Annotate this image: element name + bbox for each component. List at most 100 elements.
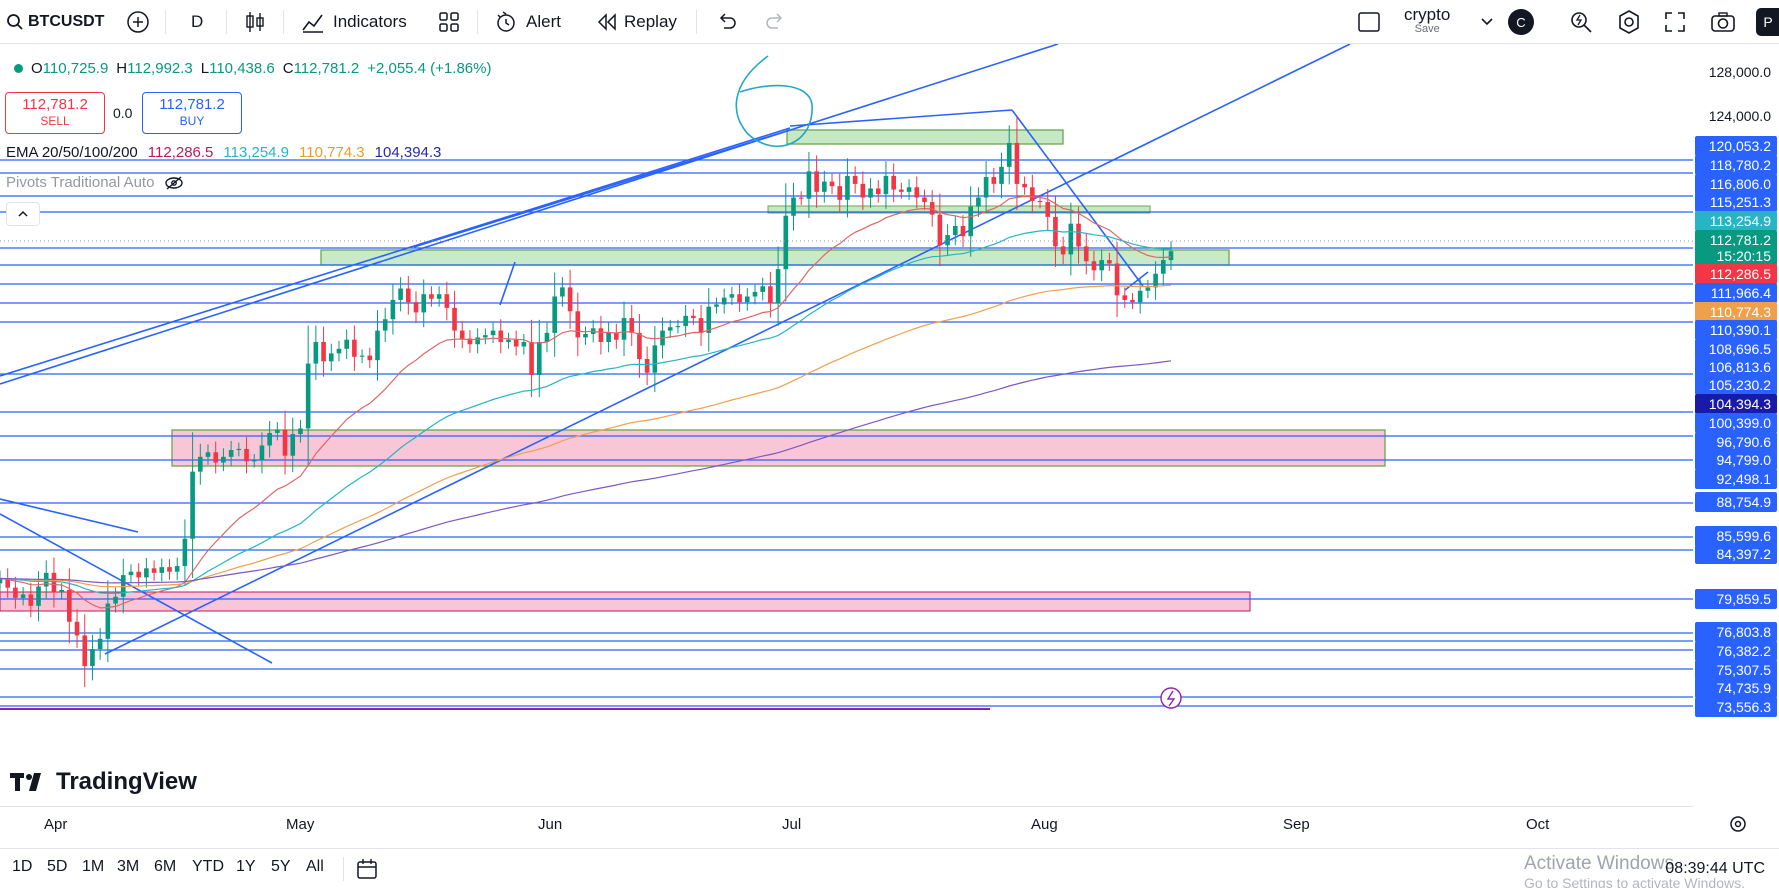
time-label-apr: Apr <box>44 816 68 833</box>
top-toolbar: BTCUSDT D Indicators Alert Replay crypto… <box>0 0 1779 44</box>
candle <box>506 332 511 349</box>
snapshot-button[interactable] <box>1710 6 1736 38</box>
low-value: 110,438.6 <box>209 60 275 77</box>
candle-body <box>282 429 288 456</box>
candle-body <box>598 328 604 342</box>
candle <box>536 319 542 398</box>
time-label-aug: Aug <box>1031 816 1058 833</box>
symbol-search-button[interactable]: BTCUSDT <box>6 6 104 38</box>
candle <box>1107 252 1112 271</box>
ema-legend[interactable]: EMA 20/50/100/200 112,286.5 113,254.9 11… <box>6 144 441 161</box>
candle-body <box>737 294 742 303</box>
candle-body <box>352 339 357 357</box>
undo-button[interactable] <box>716 6 738 38</box>
candle-body <box>151 568 157 573</box>
layout-menu-button[interactable] <box>1480 6 1494 38</box>
candle <box>945 224 950 257</box>
price-level-label: 118,780.2 <box>1695 155 1777 175</box>
time-axis[interactable]: Apr May Jun Jul Aug Sep Oct <box>0 806 1746 836</box>
candle-body <box>275 429 280 433</box>
pivots-legend[interactable]: Pivots Traditional Auto <box>6 174 184 191</box>
range-1d-button[interactable]: 1D <box>12 858 33 875</box>
price-chart[interactable] <box>0 44 1693 806</box>
chart-type-button[interactable] <box>244 6 266 38</box>
candle-body <box>760 286 766 292</box>
time-label-jun: Jun <box>538 816 563 833</box>
quick-search-button[interactable] <box>1568 6 1594 38</box>
candle-body <box>113 596 118 604</box>
candle-body <box>999 166 1004 184</box>
templates-button[interactable] <box>438 6 460 38</box>
candle-body <box>1145 287 1151 291</box>
publish-button[interactable]: P <box>1756 6 1779 38</box>
ema-label: EMA 20/50/100/200 <box>6 144 138 161</box>
resistance-zone-mid <box>767 205 1151 214</box>
fullscreen-rect-button[interactable] <box>1357 6 1381 38</box>
legend-collapse-button[interactable] <box>6 202 40 226</box>
candle <box>74 609 80 648</box>
utc-clock[interactable]: 08:39:44 UTC <box>1665 860 1765 877</box>
candle-body <box>1122 295 1128 300</box>
candle-body <box>244 448 249 462</box>
range-ytd-button[interactable]: YTD <box>192 858 224 875</box>
eye-hidden-icon[interactable] <box>164 175 184 191</box>
candle <box>567 269 573 329</box>
replay-button[interactable]: Replay <box>596 6 677 38</box>
candle <box>1145 279 1151 299</box>
candle <box>1068 202 1074 276</box>
candle <box>1168 241 1174 271</box>
fullscreen-button[interactable] <box>1664 6 1686 38</box>
market-status-dot <box>14 64 23 73</box>
candle-body <box>444 294 450 308</box>
candle <box>151 560 157 581</box>
price-tick-label: 128,000.0 <box>1708 64 1771 80</box>
candle-body <box>637 332 642 360</box>
price-tick-label: 124,000.0 <box>1708 108 1771 124</box>
settings-button[interactable] <box>1616 6 1642 38</box>
calendar-goto-icon[interactable] <box>356 858 380 880</box>
candle-body <box>228 450 234 457</box>
range-5y-button[interactable]: 5Y <box>271 858 291 875</box>
candle-body <box>1083 246 1089 262</box>
tradingview-logo-text: TradingView <box>56 768 197 795</box>
candle <box>675 319 681 334</box>
redo-button[interactable] <box>764 6 786 38</box>
candle <box>575 292 581 357</box>
candle-body <box>213 452 219 463</box>
range-6m-button[interactable]: 6M <box>154 858 177 875</box>
candles-layer <box>0 116 1174 688</box>
compare-add-button[interactable] <box>126 6 150 38</box>
candle <box>20 587 26 606</box>
price-axis[interactable]: 128,000.0 124,000.0 120,053.2 118,780.2 116,… <box>1693 44 1779 806</box>
candle <box>251 454 257 468</box>
candle-body <box>575 311 581 338</box>
account-button[interactable]: C <box>1508 6 1534 38</box>
price-level-label: 105,230.2 <box>1695 375 1777 395</box>
candle-body <box>1037 200 1043 203</box>
price-level-label: 111,966.4 <box>1695 283 1777 303</box>
buy-button[interactable]: 112,781.2 BUY <box>142 92 242 134</box>
candle <box>721 288 727 314</box>
range-1y-button[interactable]: 1Y <box>236 858 256 875</box>
range-1m-button[interactable]: 1M <box>82 858 105 875</box>
candle-body <box>120 575 126 597</box>
candle-body <box>783 215 789 270</box>
time-label-sep: Sep <box>1283 816 1310 833</box>
range-5d-button[interactable]: 5D <box>47 858 68 875</box>
range-all-button[interactable]: All <box>306 858 324 875</box>
ema50-line <box>0 229 1172 595</box>
candle <box>174 557 180 581</box>
candle <box>28 583 34 618</box>
candle <box>691 308 696 325</box>
interval-button[interactable]: D <box>191 6 203 38</box>
price-level-label: 73,556.3 <box>1695 697 1777 717</box>
sell-button[interactable]: 112,781.2 SELL <box>5 92 105 134</box>
layout-save-button[interactable]: crypto Save <box>1404 6 1450 38</box>
indicators-button[interactable]: Indicators <box>301 6 407 38</box>
candle-body <box>1137 290 1143 303</box>
candle-body <box>1014 142 1020 184</box>
alert-button[interactable]: Alert <box>494 6 561 38</box>
axis-settings-gear-icon[interactable] <box>1728 814 1748 834</box>
range-3m-button[interactable]: 3M <box>117 858 140 875</box>
candle-body <box>552 296 557 333</box>
